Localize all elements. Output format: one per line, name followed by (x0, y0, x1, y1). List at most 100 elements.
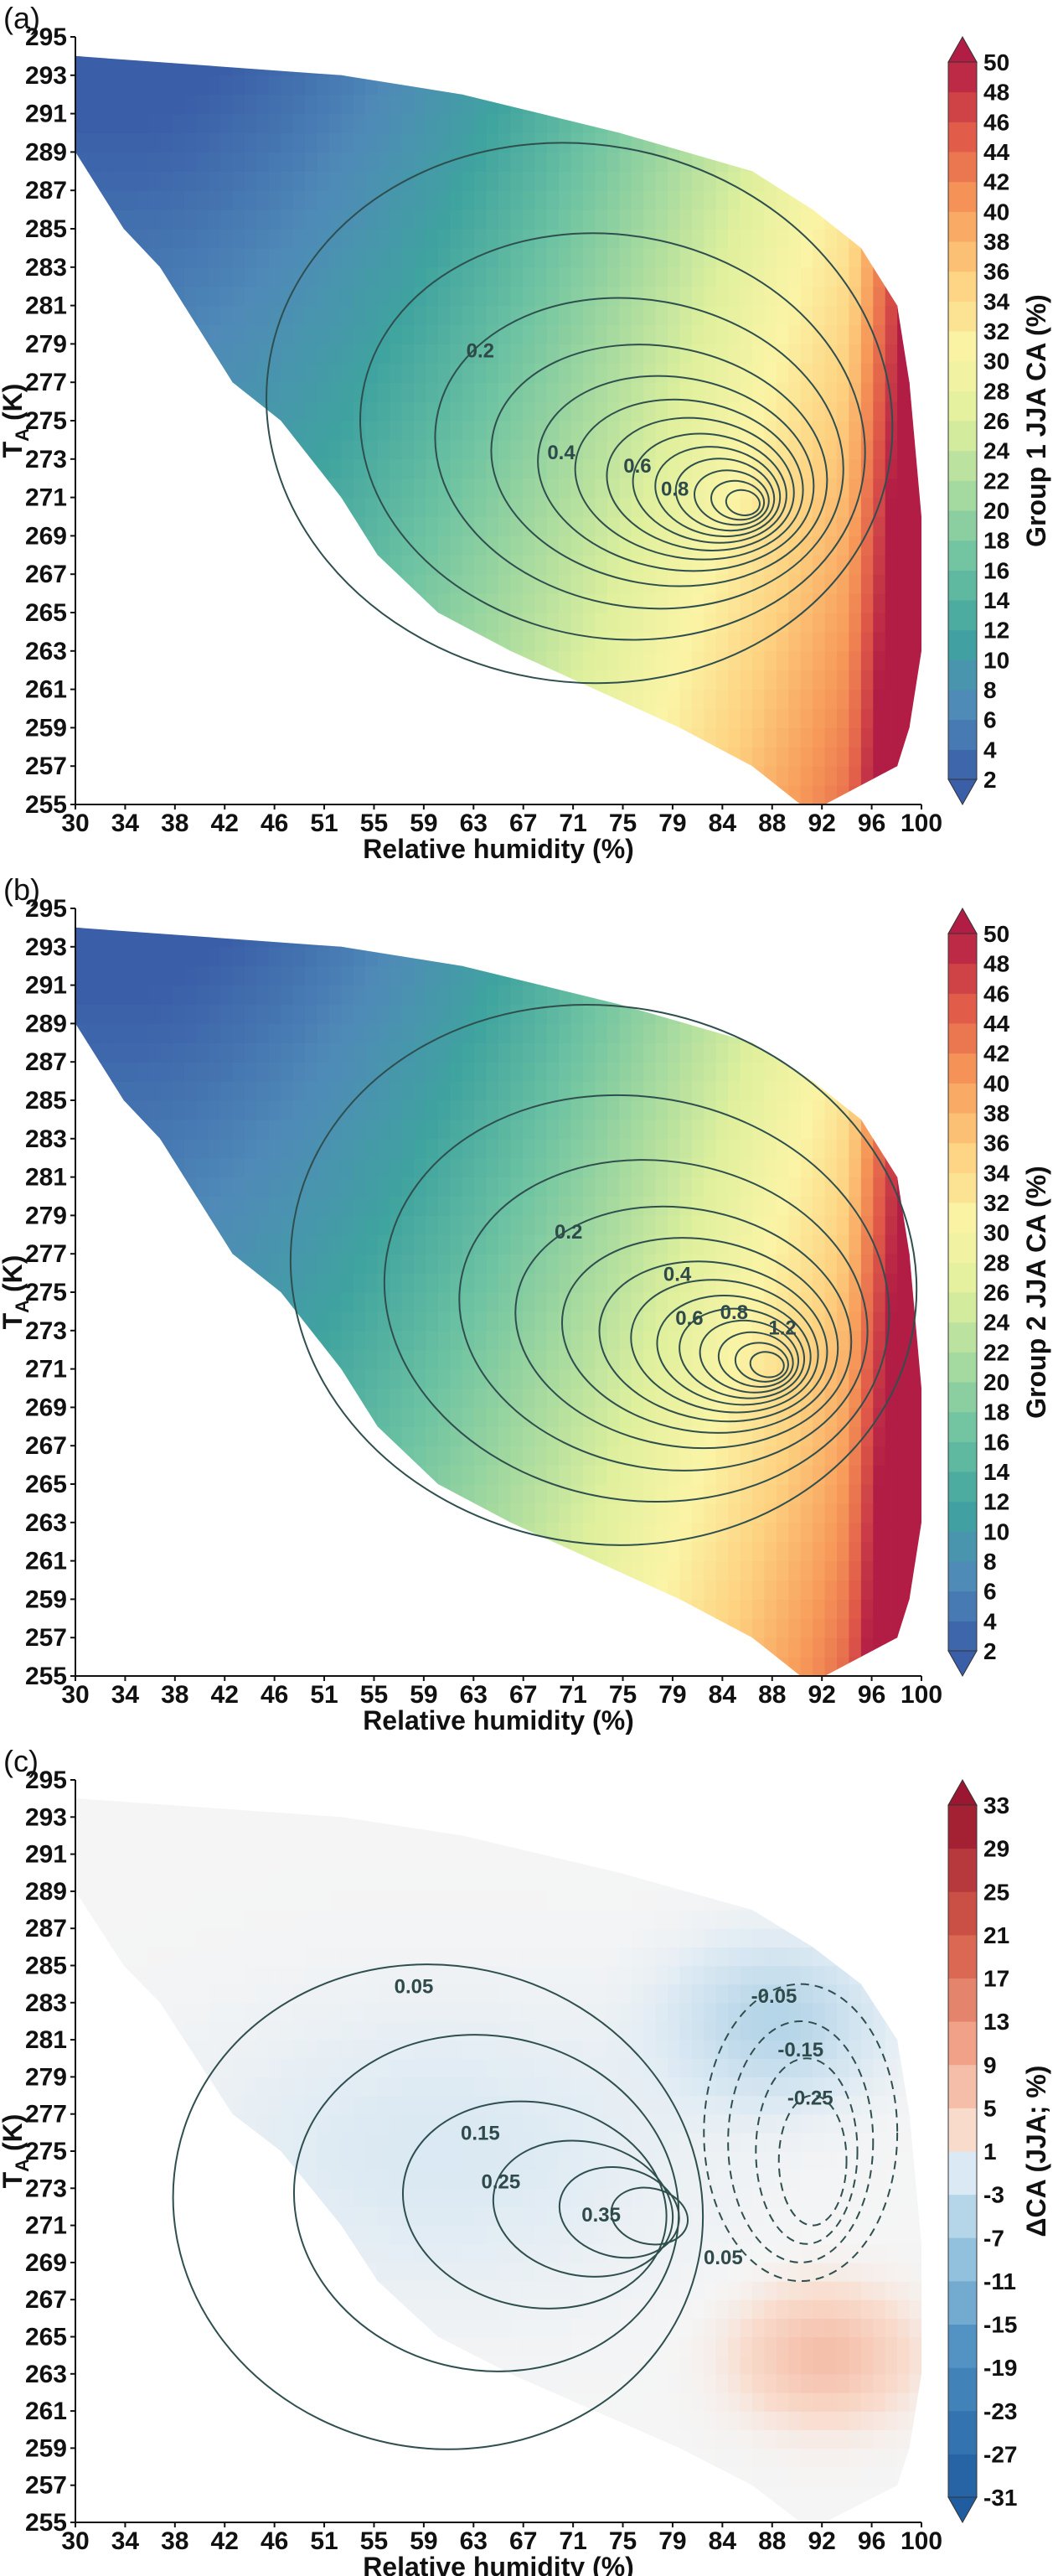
heatmap-cell (426, 1234, 439, 1254)
heatmap-cell (329, 1292, 342, 1312)
heatmap-cell (329, 927, 342, 948)
heatmap-cell (245, 1234, 257, 1254)
heatmap-cell (232, 1177, 245, 1197)
heatmap-cell (353, 1446, 366, 1466)
heatmap-cell (522, 1388, 535, 1408)
heatmap-cell (643, 708, 657, 728)
heatmap-cell (486, 1292, 499, 1312)
heatmap-cell (643, 1618, 657, 1638)
heatmap-cell (414, 305, 426, 326)
heatmap-cell (305, 1004, 318, 1024)
heatmap-cell (220, 478, 234, 499)
heatmap-cell (111, 574, 125, 594)
heatmap-cell (401, 229, 415, 249)
x-tick-label: 55 (360, 810, 388, 837)
heatmap-cell (220, 1215, 234, 1235)
heatmap-cell (679, 1580, 693, 1600)
heatmap-cell (172, 458, 185, 479)
heatmap-cell (183, 516, 197, 536)
heatmap-cell (668, 1599, 680, 1619)
heatmap-cell (486, 927, 499, 928)
heatmap-cell (281, 247, 294, 268)
heatmap-cell (474, 516, 488, 536)
heatmap-cell (245, 1618, 257, 1638)
heatmap-cell (99, 344, 112, 364)
heatmap-cell (437, 1637, 451, 1658)
heatmap-cell (136, 1196, 149, 1216)
heatmap-cell (365, 344, 379, 364)
heatmap-cell (462, 965, 475, 986)
heatmap-cell (776, 171, 789, 191)
heatmap-cell (788, 55, 802, 76)
heatmap-cell (474, 1618, 488, 1638)
heatmap-cell (437, 1157, 451, 1178)
heatmap-cell (136, 94, 149, 115)
heatmap-cell (111, 766, 125, 786)
heatmap-cell (668, 190, 680, 210)
heatmap-cell (595, 1100, 608, 1120)
heatmap-cell (317, 1446, 330, 1466)
heatmap-cell (196, 55, 209, 76)
heatmap-cell (196, 1618, 209, 1638)
heatmap-cell (341, 613, 354, 633)
heatmap-cell (220, 324, 234, 344)
heatmap-cell (160, 766, 173, 786)
heatmap-cell (583, 1062, 596, 1082)
heatmap-cell (196, 132, 209, 153)
heatmap-cell (401, 401, 415, 422)
heatmap-cell (232, 1368, 245, 1389)
colorbar-tick-label: 14 (983, 587, 1010, 613)
heatmap-cell (305, 555, 318, 575)
heatmap-cell (111, 152, 125, 172)
heatmap-cell (426, 1254, 439, 1274)
contour-line (693, 469, 770, 526)
heatmap-cell (909, 209, 921, 230)
heatmap-cell (486, 516, 499, 536)
heatmap-cell (390, 1522, 403, 1543)
heatmap-cell (740, 785, 753, 804)
heatmap-cell (691, 324, 704, 344)
heatmap-cell (183, 497, 197, 518)
heatmap-cell (606, 1503, 620, 1523)
heatmap-cell (390, 574, 403, 594)
heatmap-cell (147, 1388, 161, 1408)
heatmap-cell (474, 1330, 488, 1351)
heatmap-cell (245, 965, 257, 986)
heatmap-cell (99, 1330, 112, 1351)
heatmap-cell (450, 1062, 463, 1082)
heatmap-cell (111, 1465, 125, 1485)
heatmap-cell (87, 1119, 101, 1140)
heatmap-cell (885, 421, 898, 441)
heatmap-cell (377, 1311, 390, 1332)
heatmap-cell (668, 1292, 680, 1312)
heatmap-cell (498, 708, 511, 728)
heatmap-cell (99, 171, 112, 191)
colorbar-tick-label: 34 (983, 288, 1010, 314)
heatmap-cell (353, 555, 366, 575)
heatmap-cell (837, 516, 849, 536)
heatmap-cell (619, 1177, 632, 1197)
heatmap-cell (704, 497, 717, 518)
heatmap-cell (437, 1330, 451, 1351)
heatmap-cell (764, 324, 777, 344)
heatmap-cell (546, 363, 560, 383)
heatmap-cell (99, 555, 112, 575)
heatmap-cell (208, 1503, 221, 1523)
heatmap-cell (595, 1311, 608, 1332)
heatmap-cell (305, 1618, 318, 1638)
heatmap-cell (522, 1254, 535, 1274)
heatmap-cell (426, 785, 439, 804)
heatmap-cell (232, 497, 245, 518)
heatmap-cell (655, 266, 668, 287)
heatmap-cell (498, 1503, 511, 1523)
heatmap-cell (813, 305, 826, 326)
heatmap-cell (498, 55, 511, 57)
heatmap-cell (136, 305, 149, 326)
heatmap-cell (849, 132, 862, 153)
heatmap-cell (256, 458, 270, 479)
heatmap-cell (606, 574, 620, 594)
heatmap-cell (824, 785, 838, 804)
heatmap-cell (245, 631, 257, 652)
heatmap-cell (268, 382, 281, 402)
heatmap-cell (426, 247, 439, 268)
